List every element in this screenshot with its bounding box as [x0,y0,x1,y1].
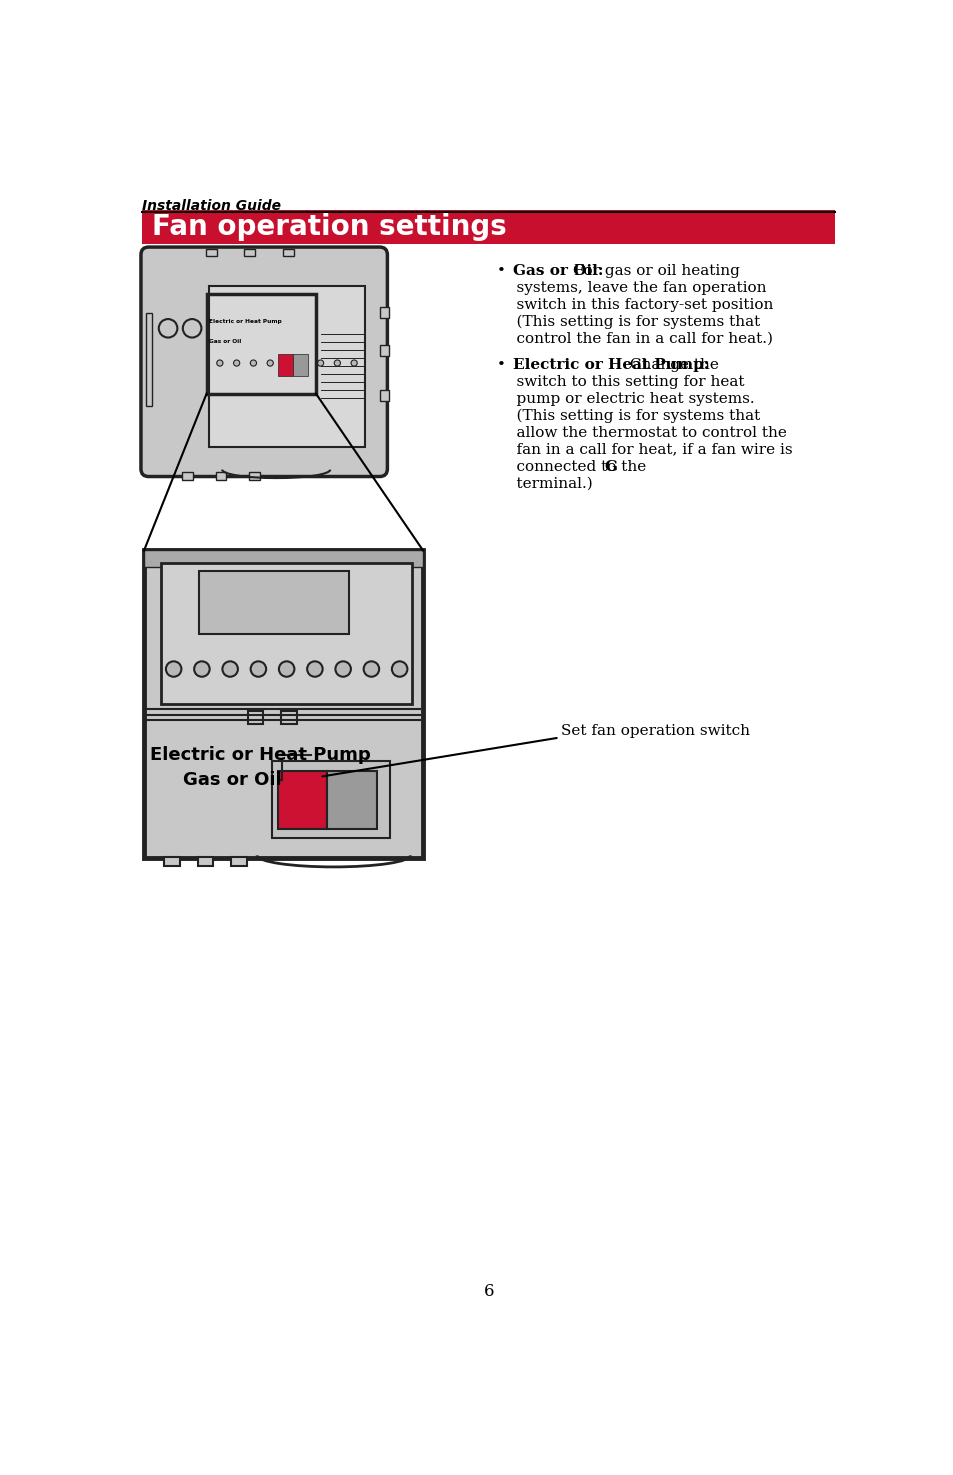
Bar [248,711,263,724]
Text: 6: 6 [483,1283,494,1299]
Text: Gas or Oil: Gas or Oil [209,339,241,344]
Bar [164,857,179,866]
Circle shape [158,319,177,338]
Text: Gas or Oil:: Gas or Oil: [513,264,602,277]
Circle shape [233,360,239,366]
Circle shape [267,360,273,366]
Circle shape [307,661,322,677]
Circle shape [351,360,356,366]
Text: For gas or oil heating: For gas or oil heating [568,264,740,277]
Bar [281,711,296,724]
Text: Fan operation settings: Fan operation settings [152,212,506,240]
Circle shape [363,661,378,677]
Text: control the fan in a call for heat.): control the fan in a call for heat.) [497,332,773,345]
Circle shape [278,661,294,677]
Circle shape [183,319,201,338]
Text: Installation Guide: Installation Guide [142,199,281,212]
Text: G: G [604,460,618,473]
Bar [379,389,389,401]
Bar [273,761,389,838]
Bar [161,563,412,705]
Circle shape [216,360,223,366]
Bar [249,472,260,479]
Circle shape [335,661,351,677]
Text: Set fan operation switch: Set fan operation switch [560,724,749,739]
Text: Electric or Heat Pump: Electric or Heat Pump [209,319,281,324]
Bar [146,313,152,407]
Bar [144,550,422,568]
Circle shape [392,661,407,677]
Circle shape [250,360,256,366]
Text: switch to this setting for heat: switch to this setting for heat [497,375,744,389]
Circle shape [300,360,307,366]
Bar [293,354,308,376]
Circle shape [334,360,340,366]
Text: fan in a call for heat, if a fan wire is: fan in a call for heat, if a fan wire is [497,442,792,457]
FancyBboxPatch shape [141,248,387,476]
Bar [182,472,193,479]
Bar [282,249,294,257]
Bar [209,286,365,447]
Bar [144,550,422,858]
Bar [197,857,213,866]
Circle shape [194,661,210,677]
Bar [379,345,389,355]
Bar [244,249,254,257]
Text: (This setting is for systems that: (This setting is for systems that [497,314,760,329]
Bar [207,294,315,394]
Text: pump or electric heat systems.: pump or electric heat systems. [497,392,754,406]
Bar [206,249,216,257]
Text: terminal.): terminal.) [497,476,593,491]
Text: •: • [497,358,516,372]
Bar [379,307,389,319]
Circle shape [284,360,290,366]
Text: Electric or Heat Pump:: Electric or Heat Pump: [513,358,708,372]
Bar [278,770,327,829]
Text: •: • [497,264,516,277]
Text: Change the: Change the [624,358,719,372]
Text: Gas or Oil: Gas or Oil [183,771,281,789]
Text: allow the thermostat to control the: allow the thermostat to control the [497,426,786,440]
Text: systems, leave the fan operation: systems, leave the fan operation [497,280,766,295]
Bar [327,770,376,829]
Bar [277,354,293,376]
Text: (This setting is for systems that: (This setting is for systems that [497,409,760,423]
Circle shape [222,661,237,677]
Circle shape [166,661,181,677]
Bar [215,472,226,479]
Text: connected to the: connected to the [497,460,651,473]
Bar [231,857,247,866]
Bar [142,209,835,243]
Circle shape [251,661,266,677]
Text: switch in this factory-set position: switch in this factory-set position [497,298,773,311]
Text: Electric or Heat Pump: Electric or Heat Pump [150,746,371,764]
Bar [198,571,349,634]
Circle shape [317,360,323,366]
